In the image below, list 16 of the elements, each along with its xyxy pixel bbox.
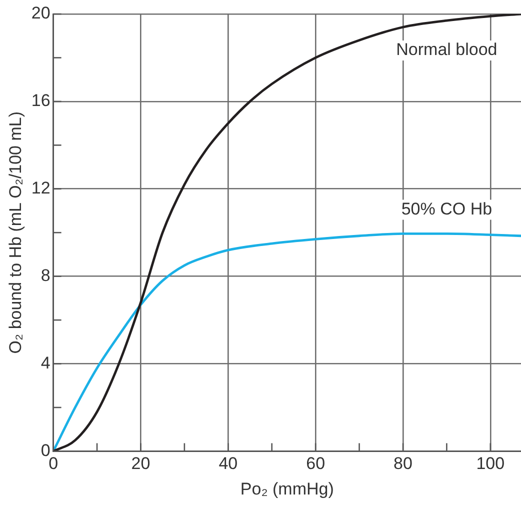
series-label: Normal blood: [396, 40, 498, 60]
y-tick-label: 4: [40, 353, 50, 372]
x-tick-label: 60: [306, 454, 326, 474]
x-tick-label: 40: [218, 454, 238, 474]
line-series: [53, 14, 521, 452]
x-tick-label: 20: [131, 454, 150, 474]
y-tick-label: 0: [40, 440, 50, 460]
series-label: 50% CO Hb: [401, 199, 492, 218]
y-tick-label: 20: [31, 4, 50, 23]
x-axis-title: Po₂ (mmHg): [240, 479, 334, 498]
y-axis-title: O₂ bound to Hb (mL O₂/100 mL): [6, 112, 25, 354]
y-tick-label: 16: [31, 91, 50, 110]
y-tick-label: 12: [31, 178, 50, 198]
y-tick-label: 8: [40, 266, 50, 286]
x-tick-label: 100: [476, 454, 505, 474]
x-tick-label: 80: [394, 454, 412, 474]
